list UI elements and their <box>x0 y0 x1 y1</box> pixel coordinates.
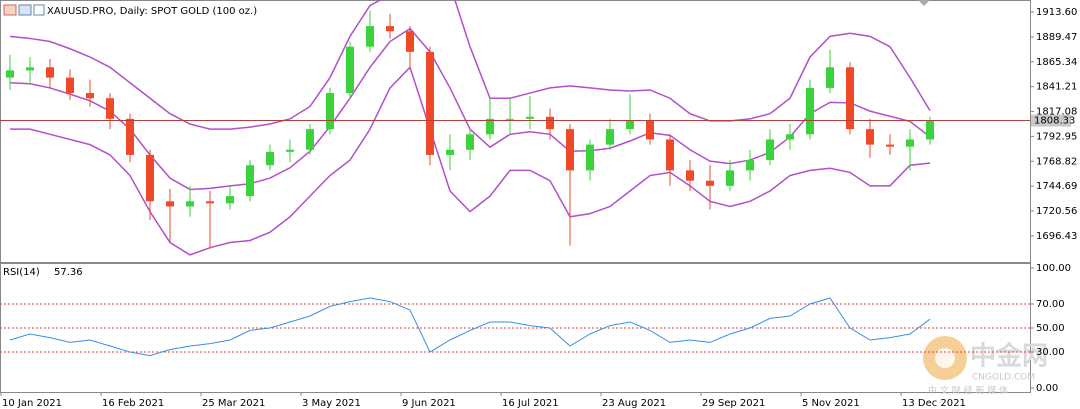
candle-body <box>306 129 314 150</box>
candle-body <box>886 144 894 147</box>
candle-body <box>346 46 354 94</box>
y-tick-label: 50.00 <box>1036 323 1065 334</box>
candle-body <box>546 116 554 130</box>
y-tick-label: 1720.56 <box>1036 206 1077 217</box>
bollinger-lower <box>10 65 931 256</box>
toolbar-icons <box>3 4 45 16</box>
x-tick-label: 5 Nov 2021 <box>802 398 860 409</box>
candle-body <box>386 26 394 32</box>
rsi-value: 57.36 <box>54 267 83 278</box>
candle-body <box>786 134 794 140</box>
candle-body <box>286 149 294 152</box>
plot-area <box>0 297 1030 357</box>
y-tick-label: 1865.34 <box>1036 57 1077 68</box>
candle-body <box>106 98 114 119</box>
candle-body <box>226 196 234 204</box>
candle-body <box>366 26 374 47</box>
x-tick-label: 13 Dec 2021 <box>902 398 966 409</box>
candle-body <box>526 116 534 119</box>
candle-body <box>246 165 254 197</box>
y-tick-label: 70.00 <box>1036 299 1065 310</box>
y-tick-label: 1768.82 <box>1036 156 1077 167</box>
x-tick-label: 23 Aug 2021 <box>602 398 666 409</box>
candle-body <box>626 120 634 130</box>
candle-body <box>146 154 154 202</box>
y-tick-label: 1817.08 <box>1036 107 1077 118</box>
candle-body <box>126 118 134 155</box>
x-tick-label: 16 Jul 2021 <box>502 398 559 409</box>
x-tick-label: 3 May 2021 <box>302 398 361 409</box>
candle-body <box>746 160 754 171</box>
x-tick-label: 10 Jan 2021 <box>2 398 62 409</box>
current-price-label: 1808.33 <box>1034 116 1075 127</box>
candle-body <box>186 201 194 207</box>
candle-body <box>806 87 814 135</box>
shift-marker <box>918 0 930 6</box>
chart-title: XAUUSD.PRO, Daily: SPOT GOLD (100 oz.) <box>47 6 257 17</box>
candle-body <box>926 120 934 140</box>
rsi-label: RSI(14) <box>3 267 40 278</box>
candle-body <box>326 93 334 130</box>
candle-body <box>6 70 14 78</box>
y-tick-label: 1841.21 <box>1036 82 1077 93</box>
candle-body <box>646 120 654 140</box>
rsi-line <box>9 297 931 357</box>
candle-body <box>726 170 734 186</box>
candle-body <box>46 67 54 78</box>
candle-body <box>506 118 514 120</box>
x-tick-label: 29 Sep 2021 <box>702 398 765 409</box>
y-tick-label: 0.00 <box>1036 383 1058 394</box>
candle-body <box>606 129 614 145</box>
watermark-site: CNGOLD.COM <box>972 373 1035 383</box>
candle-body <box>446 149 454 155</box>
candle-body <box>206 201 214 204</box>
candle-body <box>66 77 74 94</box>
bollinger-upper <box>9 0 931 130</box>
candle-body <box>666 139 674 171</box>
candle-body <box>26 67 34 71</box>
y-tick-label: 1913.60 <box>1036 7 1077 18</box>
price-panel <box>0 0 1031 263</box>
current-price-box <box>1031 114 1071 127</box>
candle-body <box>846 67 854 130</box>
plot-area <box>0 0 1030 256</box>
candle-body <box>866 129 874 145</box>
candle-body <box>406 31 414 52</box>
y-tick-label: 30.00 <box>1036 347 1065 358</box>
watermark-name: 中金网 <box>970 341 1048 372</box>
candle-body <box>566 129 574 171</box>
x-tick-label: 9 Jun 2021 <box>402 398 456 409</box>
candle-body <box>426 51 434 155</box>
candle-body <box>486 118 494 135</box>
candle-body <box>266 151 274 166</box>
watermark: 中金网 CNGOLD.COM 中 文 财 经 新 媒 体 <box>923 336 1048 397</box>
candle-body <box>686 170 694 181</box>
y-tick-label: 1744.69 <box>1036 181 1077 192</box>
candle-body <box>826 67 834 88</box>
watermark-slogan: 中 文 财 经 新 媒 体 <box>928 385 1008 397</box>
candle-body <box>586 144 594 171</box>
y-tick-label: 1696.43 <box>1036 231 1077 242</box>
y-tick-label: 1889.47 <box>1036 32 1077 43</box>
candle-body <box>86 93 94 99</box>
candle-body <box>766 139 774 161</box>
candle-body <box>906 139 914 147</box>
x-tick-label: 16 Feb 2021 <box>102 398 164 409</box>
y-tick-label: 100.00 <box>1036 263 1071 274</box>
candle-body <box>166 201 174 207</box>
x-tick-label: 25 Mar 2021 <box>202 398 265 409</box>
y-tick-label: 1792.95 <box>1036 131 1077 142</box>
candle-body <box>706 180 714 186</box>
candle-body <box>466 134 474 150</box>
